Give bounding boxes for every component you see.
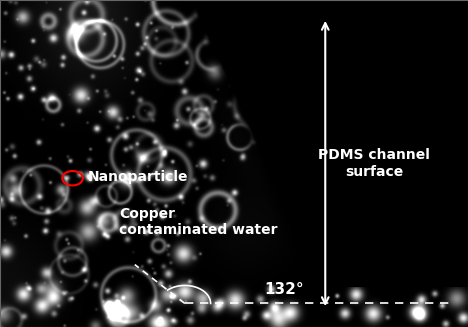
Text: 132°: 132° <box>264 282 304 297</box>
Text: PDMS channel
surface: PDMS channel surface <box>318 148 431 179</box>
Text: Copper
contaminated water: Copper contaminated water <box>119 207 278 237</box>
Text: Nanoparticle: Nanoparticle <box>88 170 188 183</box>
